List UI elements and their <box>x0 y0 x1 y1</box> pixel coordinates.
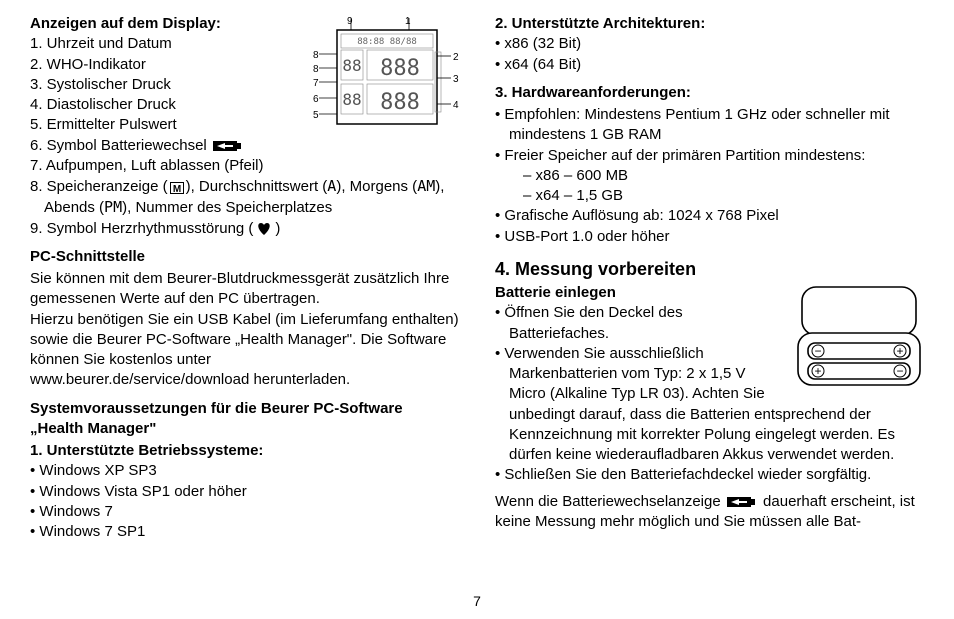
list-item: 9. Symbol Herzrhythmusstörung () <box>30 219 459 239</box>
list-item: Abends (PM), Nummer des Speicherplatzes <box>30 197 459 218</box>
list-item: Windows Vista SP1 oder höher <box>30 482 459 502</box>
svg-text:888: 888 <box>380 90 420 115</box>
list-item: Windows XP SP3 <box>30 461 459 481</box>
pc-interface-heading: PC-Schnittstelle <box>30 247 459 267</box>
hw-sub: – x86 – 600 MB <box>509 166 924 186</box>
svg-text:6: 6 <box>313 94 319 105</box>
os-list: Windows XP SP3 Windows Vista SP1 oder hö… <box>30 461 459 542</box>
svg-text:M: M <box>172 184 180 194</box>
svg-text:88: 88 <box>342 56 361 75</box>
battery-low-icon <box>727 495 757 509</box>
list-item: 7. Aufpumpen, Luft ablassen (Pfeil) <box>30 156 459 176</box>
list-item: Grafische Auflösung ab: 1024 x 768 Pixel <box>495 206 924 226</box>
svg-text:5: 5 <box>313 110 319 121</box>
list-item: x64 (64 Bit) <box>495 55 924 75</box>
avg-a-icon: A <box>327 177 336 195</box>
sysreq-heading: Systemvoraussetzungen für die Beurer PC-… <box>30 399 459 440</box>
svg-text:−: − <box>814 344 821 358</box>
section-4-heading: 4. Messung vorbereiten <box>495 257 924 281</box>
svg-text:88:88 88/88: 88:88 88/88 <box>357 37 417 47</box>
list-item: x86 (32 Bit) <box>495 34 924 54</box>
memory-m-icon: M <box>170 182 184 194</box>
arch-heading: 2. Unterstützte Architekturen: <box>495 14 924 34</box>
svg-text:8: 8 <box>313 50 319 61</box>
hw-heading: 3. Hardwareanforderungen: <box>495 83 924 103</box>
svg-text:4: 4 <box>453 100 459 111</box>
left-column: 88:88 88/88 88 888 88 888 8 8 <box>30 14 459 542</box>
svg-text:8: 8 <box>313 64 319 75</box>
svg-text:+: + <box>896 344 903 358</box>
hw-sub: – x64 – 1,5 GB <box>509 186 924 206</box>
svg-text:88: 88 <box>342 90 361 109</box>
list-item: Empfohlen: Mindestens Pentium 1 GHz oder… <box>495 105 924 146</box>
svg-text:888: 888 <box>380 56 420 81</box>
os-heading: 1. Unterstützte Betriebssysteme: <box>30 441 459 461</box>
heart-arrhythmia-icon <box>255 222 273 236</box>
list-item: Windows 7 <box>30 502 459 522</box>
list-item: Schließen Sie den Batteriefachdeckel wie… <box>495 465 924 485</box>
list-item: Freier Speicher auf der primären Partiti… <box>495 146 924 207</box>
list-item: Windows 7 SP1 <box>30 522 459 542</box>
display-diagram: 88:88 88/88 88 888 88 888 8 8 <box>309 14 459 134</box>
right-column: 2. Unterstützte Architekturen: x86 (32 B… <box>495 14 924 542</box>
battery-compartment-figure: − + + − <box>794 283 924 391</box>
list-item: 8. Speicheranzeige (M), Durchschnittswer… <box>30 176 459 197</box>
svg-text:3: 3 <box>453 74 459 85</box>
svg-text:7: 7 <box>313 78 319 89</box>
svg-text:+: + <box>814 364 821 378</box>
page-number: 7 <box>0 592 954 611</box>
svg-text:1: 1 <box>405 16 411 27</box>
battery-low-icon <box>213 139 243 153</box>
list-item: 6. Symbol Batteriewechsel <box>30 136 459 156</box>
pc-interface-body: Sie können mit dem Beurer-Blutdruckmessg… <box>30 269 459 391</box>
svg-text:9: 9 <box>347 16 353 27</box>
morning-am-icon: AM <box>417 177 435 195</box>
list-item: USB-Port 1.0 oder höher <box>495 227 924 247</box>
svg-text:−: − <box>896 364 903 378</box>
battery-tail-text: Wenn die Batteriewechselanzeige dauerhaf… <box>495 492 924 533</box>
evening-pm-icon: PM <box>104 198 122 216</box>
hw-list: Empfohlen: Mindestens Pentium 1 GHz oder… <box>495 105 924 247</box>
svg-text:2: 2 <box>453 52 459 63</box>
arch-list: x86 (32 Bit) x64 (64 Bit) <box>495 34 924 75</box>
